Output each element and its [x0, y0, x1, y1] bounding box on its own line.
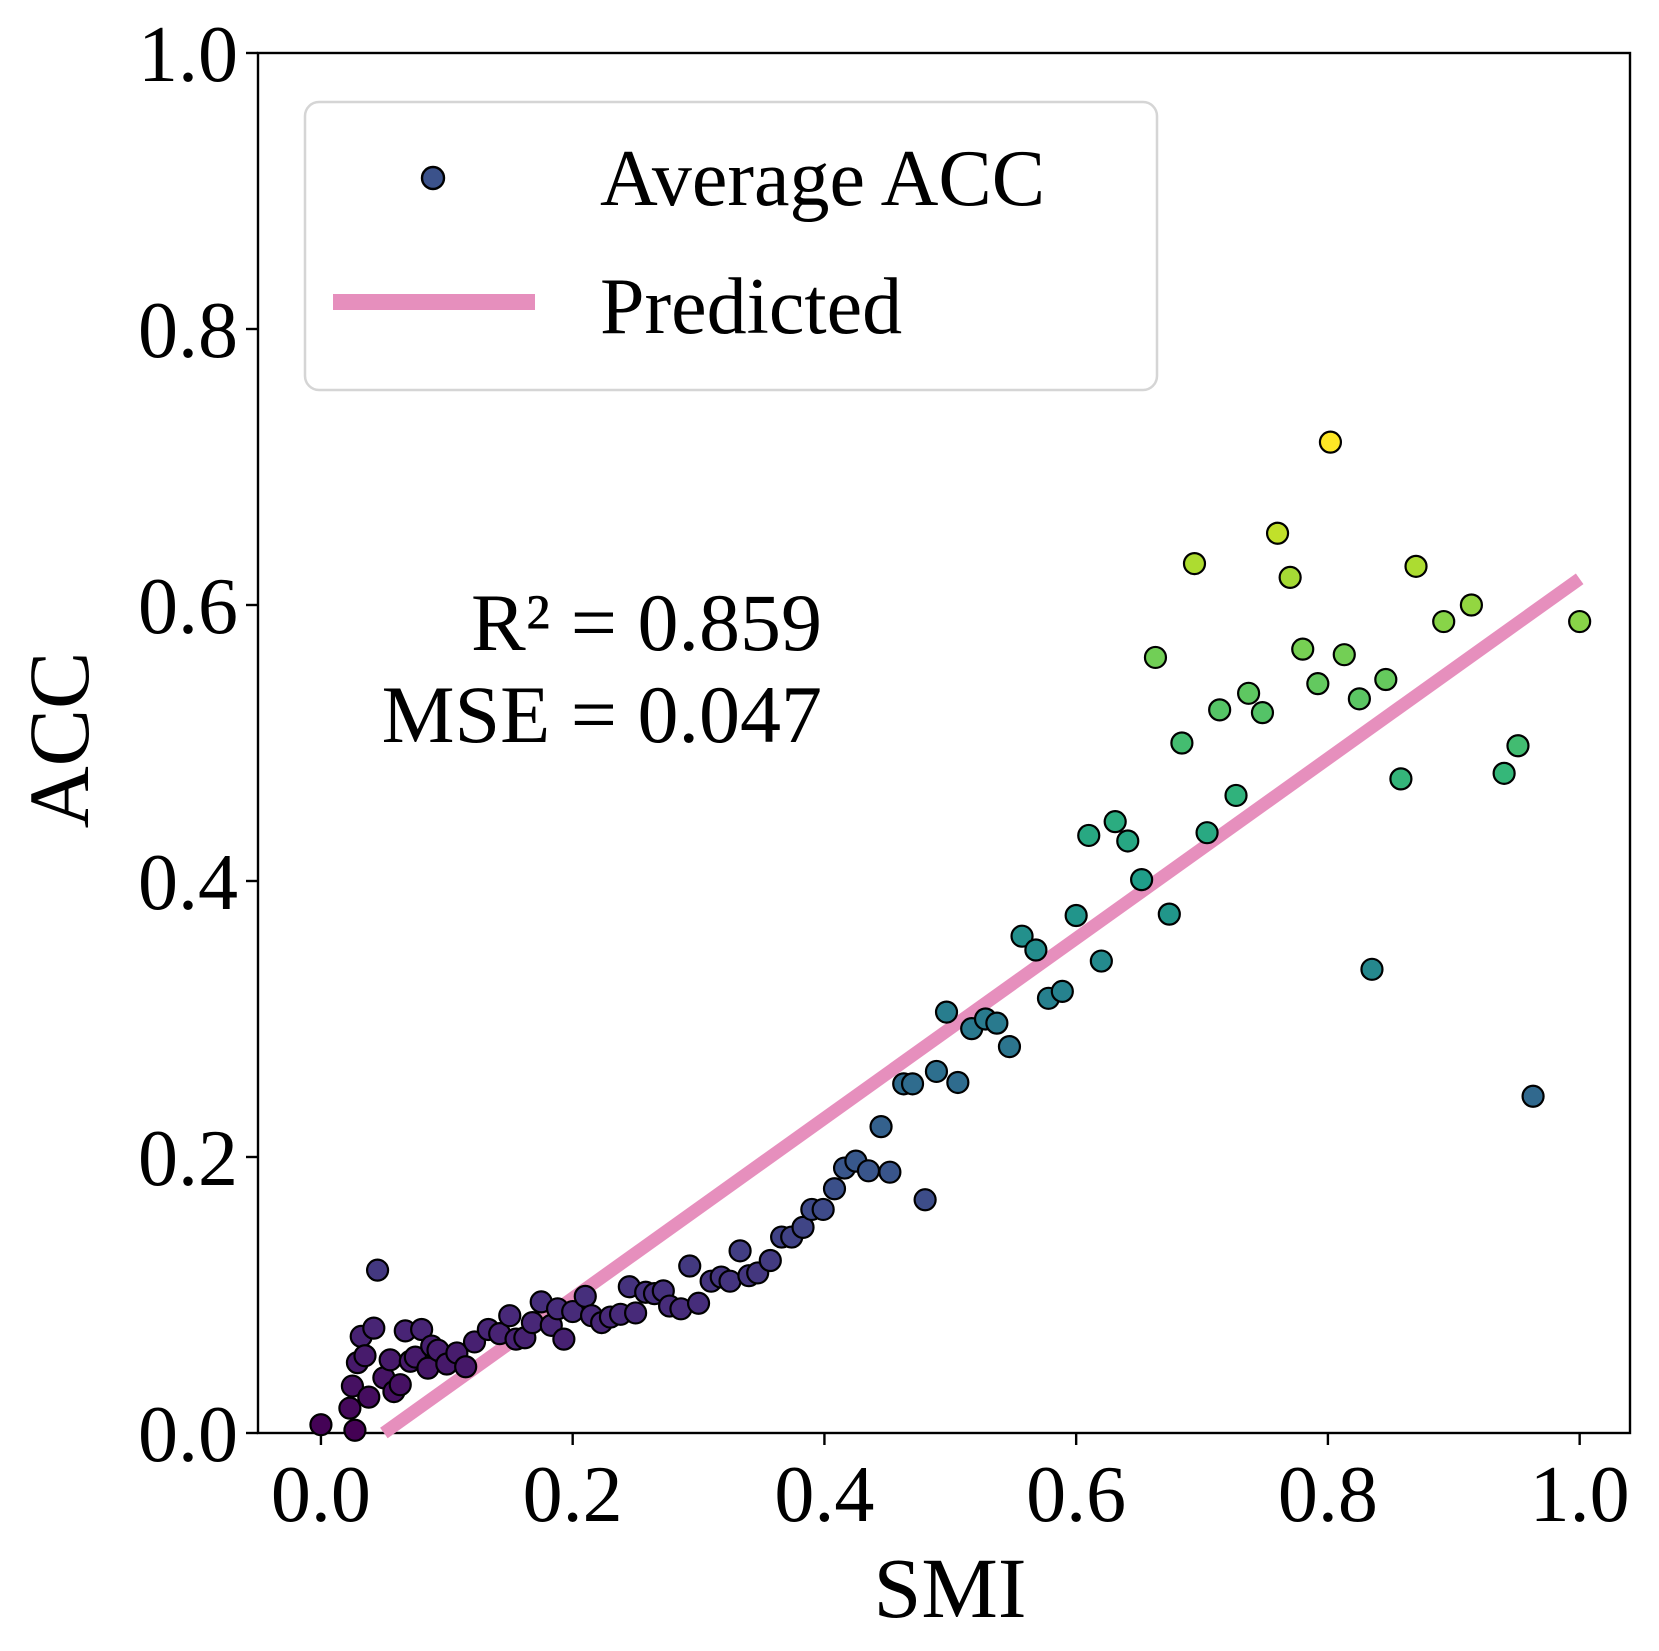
legend-label-predicted: Predicted — [600, 263, 902, 351]
data-point — [1157, 902, 1181, 926]
data-point — [946, 1070, 970, 1095]
data-point — [1089, 949, 1113, 973]
data-point — [913, 1188, 937, 1212]
data-point — [1306, 672, 1330, 696]
data-point — [985, 1011, 1009, 1035]
y-tick-label: 0.6 — [138, 563, 238, 651]
mse-annotation: MSE = 0.047 — [382, 669, 822, 760]
data-point — [1291, 637, 1315, 661]
y-tick-label: 0.0 — [138, 1391, 238, 1479]
data-point — [1568, 609, 1592, 634]
data-point — [1050, 979, 1074, 1004]
legend-box — [303, 100, 1159, 392]
data-point — [900, 1072, 925, 1096]
data-point — [624, 1301, 648, 1325]
scatter-points — [309, 430, 1592, 1442]
data-point — [924, 1059, 949, 1084]
data-point — [869, 1115, 893, 1139]
data-point — [1360, 957, 1384, 981]
data-point — [878, 1160, 902, 1184]
data-point — [718, 1269, 742, 1293]
data-point — [309, 1413, 333, 1437]
data-point — [856, 1159, 881, 1183]
x-tick-label: 1.0 — [1530, 1451, 1630, 1539]
y-axis: 0.0 0.2 0.4 0.6 0.8 1.0 — [138, 11, 258, 1479]
data-point — [997, 1034, 1022, 1059]
data-point — [1318, 430, 1343, 454]
legend-marker-average-acc — [420, 165, 446, 191]
x-tick-label: 0.6 — [1026, 1451, 1126, 1539]
y-tick-label: 1.0 — [138, 11, 238, 99]
data-point — [362, 1316, 386, 1340]
data-point — [1332, 643, 1356, 667]
data-point — [822, 1177, 847, 1201]
x-tick-label: 0.2 — [523, 1451, 623, 1539]
data-point — [498, 1304, 522, 1328]
x-axis-label: SMI — [874, 1540, 1027, 1636]
data-point — [1103, 810, 1127, 834]
x-tick-label: 0.0 — [271, 1451, 371, 1539]
data-point — [1492, 761, 1516, 785]
data-point — [520, 1310, 545, 1335]
data-point — [365, 1258, 390, 1282]
data-point — [1250, 701, 1275, 725]
data-point — [1170, 731, 1194, 755]
data-point — [811, 1197, 835, 1222]
y-tick-label: 0.8 — [138, 287, 238, 375]
data-point — [573, 1284, 597, 1308]
data-point — [378, 1348, 402, 1372]
data-point — [1224, 783, 1248, 808]
data-point — [728, 1239, 752, 1263]
data-point — [552, 1327, 576, 1351]
data-point — [1389, 767, 1413, 791]
data-point — [1459, 593, 1484, 617]
data-point — [343, 1418, 367, 1442]
data-point — [357, 1385, 381, 1409]
data-point — [1143, 645, 1168, 670]
data-point — [1195, 821, 1219, 845]
data-point — [388, 1373, 412, 1397]
data-point — [1374, 667, 1398, 692]
data-point — [1404, 554, 1428, 578]
data-point — [1278, 565, 1302, 590]
data-point — [1077, 823, 1101, 848]
data-point — [1432, 609, 1456, 634]
data-point — [1506, 734, 1530, 758]
data-point — [934, 1000, 959, 1024]
data-point — [338, 1396, 362, 1420]
data-point — [1347, 687, 1371, 711]
data-point — [1521, 1084, 1545, 1108]
legend-label-average-acc: Average ACC — [600, 135, 1045, 223]
y-axis-label: ACC — [11, 652, 107, 829]
data-point — [678, 1254, 702, 1278]
data-point — [758, 1248, 782, 1273]
y-tick-label: 0.4 — [138, 839, 238, 927]
data-point — [1130, 868, 1154, 892]
data-point — [410, 1317, 434, 1342]
x-tick-label: 0.4 — [774, 1451, 874, 1539]
r2-annotation: R² = 0.859 — [471, 577, 822, 668]
data-point — [1208, 698, 1232, 722]
data-point — [454, 1355, 478, 1379]
data-point — [1116, 829, 1140, 853]
data-point — [1182, 551, 1207, 576]
data-point — [340, 1374, 365, 1398]
data-point — [1265, 521, 1290, 545]
data-point — [1010, 924, 1034, 948]
data-point — [1064, 903, 1088, 928]
legend: Average ACC Predicted — [303, 100, 1159, 392]
data-point — [353, 1344, 377, 1368]
data-point — [686, 1291, 711, 1315]
x-tick-label: 0.8 — [1278, 1451, 1378, 1539]
x-axis: 0.0 0.2 0.4 0.6 0.8 1.0 — [271, 1433, 1630, 1539]
data-point — [1024, 938, 1048, 962]
y-tick-label: 0.2 — [138, 1115, 238, 1203]
plot-frame — [256, 51, 1632, 1435]
data-point — [1237, 681, 1261, 705]
